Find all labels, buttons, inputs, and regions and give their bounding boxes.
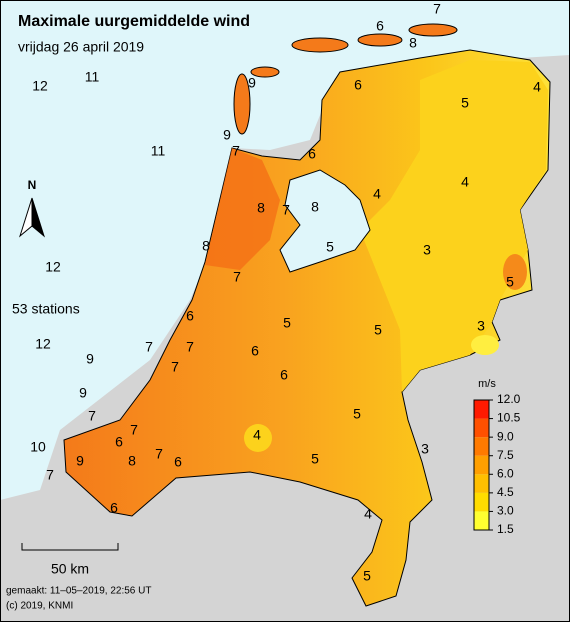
station-value: 6 [376, 18, 384, 34]
station-value: 7 [145, 339, 153, 355]
station-value: 7 [233, 269, 241, 285]
station-value: 5 [374, 322, 382, 338]
legend-label: 1.5 [497, 522, 514, 536]
orange-spot [503, 254, 527, 290]
station-value: 8 [409, 35, 417, 51]
station-value: 6 [354, 77, 362, 93]
legend-swatch [474, 418, 489, 438]
station-value: 12 [45, 259, 61, 275]
legend-label: 6.0 [497, 466, 514, 480]
station-value: 9 [248, 75, 256, 91]
station-value: 5 [461, 95, 469, 111]
station-value: 5 [326, 239, 334, 255]
yellow-region [360, 60, 548, 392]
station-value: 12 [35, 336, 51, 352]
station-value: 4 [373, 186, 381, 202]
station-value: 6 [186, 308, 194, 324]
legend-swatch [474, 511, 489, 530]
legend-label: 9.0 [497, 429, 514, 443]
ijsselmeer [279, 169, 371, 273]
station-value: 4 [253, 427, 261, 443]
island [408, 23, 458, 37]
scale-bar [21, 543, 119, 551]
station-value: 7 [186, 339, 194, 355]
station-value: 12 [32, 78, 48, 94]
legend-label: 12.0 [497, 392, 521, 406]
station-value: 9 [86, 351, 94, 367]
station-value: 5 [506, 274, 514, 290]
footer-made: gemaakt: 11–05–2019, 22:56 UT [6, 586, 151, 597]
station-value: 3 [421, 441, 429, 457]
station-value: 5 [353, 406, 361, 422]
station-value: 9 [76, 453, 84, 469]
station-value: 7 [232, 143, 240, 159]
island [291, 37, 349, 53]
island [233, 73, 251, 135]
legend-label: 7.5 [497, 448, 514, 462]
island [357, 33, 403, 47]
legend-swatch [474, 474, 489, 493]
station-value: 10 [30, 439, 46, 455]
station-value: 5 [363, 568, 371, 584]
legend-frame [473, 399, 490, 531]
legend-label: 3.0 [497, 504, 514, 518]
station-value: 7 [46, 467, 54, 483]
island [250, 66, 280, 78]
compass-arrow [31, 197, 45, 238]
station-count: 53 stations [12, 301, 80, 317]
station-value: 4 [533, 79, 541, 95]
station-value: 11 [151, 143, 166, 159]
station-value: 6 [251, 343, 259, 359]
orange-region [205, 148, 280, 270]
station-value: 8 [202, 238, 210, 254]
station-value: 6 [174, 454, 182, 470]
station-value: 7 [88, 408, 96, 424]
station-value: 4 [364, 506, 372, 522]
station-value: 9 [79, 385, 87, 401]
subtitle: vrijdag 26 april 2019 [18, 39, 144, 55]
legend-swatch [474, 437, 489, 456]
legend-label: 4.5 [497, 485, 514, 499]
title: Maximale uurgemiddelde wind [18, 13, 250, 30]
station-value: 3 [423, 242, 431, 258]
scale-label: 50 km [51, 561, 89, 577]
legend-unit: m/s [478, 378, 496, 390]
yellow-spot [244, 424, 272, 452]
station-value: 6 [308, 146, 316, 162]
compass-label: N [28, 178, 37, 192]
sea [0, 0, 570, 500]
station-value: 8 [311, 199, 319, 215]
legend-swatch [474, 492, 489, 512]
station-value: 3 [477, 318, 485, 334]
station-value: 7 [155, 446, 163, 462]
station-value: 8 [257, 200, 265, 216]
station-value: 7 [433, 1, 441, 17]
station-value: 6 [115, 434, 123, 450]
station-value: 5 [283, 315, 291, 331]
legend-swatch [474, 400, 489, 419]
station-value: 7 [171, 359, 179, 375]
station-value: 5 [311, 451, 319, 467]
station-value: 6 [110, 500, 118, 516]
legend-label: 10.5 [497, 411, 521, 425]
legend-swatch [474, 455, 489, 475]
station-value: 8 [128, 453, 136, 469]
footer-copyright: (c) 2019, KNMI [6, 601, 73, 612]
station-value: 9 [223, 127, 231, 143]
station-value: 4 [461, 174, 469, 190]
yellow-spot [471, 335, 499, 355]
station-value: 6 [280, 367, 288, 383]
station-value: 7 [130, 422, 138, 438]
station-value: 7 [282, 202, 290, 218]
station-value: 11 [85, 69, 100, 85]
